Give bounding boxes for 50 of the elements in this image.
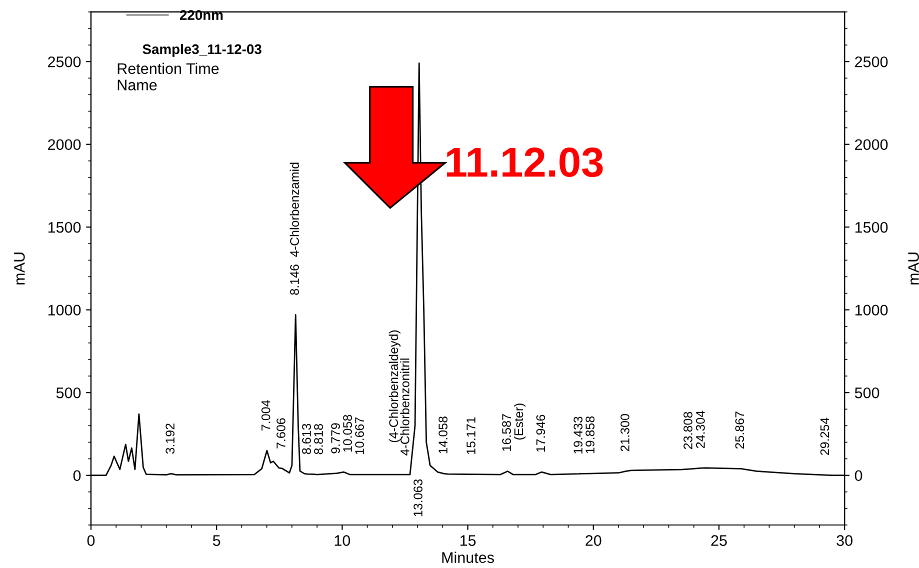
- annotation: 15.171: [466, 417, 476, 454]
- annotation: 29.254: [820, 418, 830, 455]
- annotation: 24.304: [696, 410, 705, 448]
- x-tick-label: 15: [460, 535, 476, 546]
- y2-tick-label: 2000: [855, 139, 888, 150]
- x-tick-label: 25: [711, 535, 727, 546]
- annotation: 19.858: [586, 416, 594, 454]
- y2-tick-label: 1500: [855, 222, 888, 233]
- y-tick-label: 1500: [48, 222, 81, 233]
- annotation: 13.063: [414, 479, 422, 516]
- annotation: (Ester): [514, 404, 526, 440]
- annotation: 11.12.03: [446, 148, 603, 178]
- annotation: 17.946: [536, 414, 546, 452]
- annotation: 4-Chlorbenzonitril: [400, 358, 410, 456]
- annotation: 25.867: [735, 412, 744, 449]
- y-tick-label: 0: [73, 470, 81, 482]
- annotation: 14.058: [438, 416, 448, 454]
- x-tick-label: 20: [586, 535, 602, 546]
- y-tick-label: 2500: [48, 56, 81, 68]
- x-tick-label: 5: [212, 535, 220, 546]
- annotation: Sample3_11-12-03: [142, 44, 262, 57]
- annotation: 10.058: [343, 414, 352, 452]
- annotation: 23.808: [684, 412, 692, 449]
- y2-axis-title: mAU: [908, 252, 919, 284]
- annotation: 8.613: [302, 424, 311, 454]
- y2-tick-label: 0: [854, 470, 862, 482]
- y-tick-label: 1000: [48, 304, 81, 316]
- annotation: 3.192: [166, 424, 175, 454]
- annotation: 21.300: [620, 414, 630, 452]
- annotation: Retention Time: [118, 62, 219, 74]
- annotation: 7.004: [261, 400, 270, 430]
- y-tick-label: 2000: [48, 139, 81, 150]
- y2-tick-label: 2500: [855, 56, 888, 68]
- y2-tick-label: 1000: [855, 304, 888, 316]
- annotation: 10.667: [355, 417, 364, 454]
- annotation: 9.779: [331, 423, 340, 454]
- annotation: 19.433: [574, 416, 582, 454]
- x-tick-label: 0: [87, 535, 95, 546]
- annotation: 8.818: [314, 424, 323, 454]
- annotation: (4-Chlorbenzaldeyd): [388, 330, 400, 442]
- annotation: 8.146 4-Chlorbenzamid: [290, 162, 299, 295]
- y2-tick-label: 500: [854, 387, 880, 398]
- y-axis-title: mAU: [14, 252, 25, 284]
- x-tick-label: 30: [836, 535, 852, 546]
- annotation: Name: [118, 80, 157, 90]
- annotation: 16.587: [502, 414, 511, 451]
- x-axis-title: Minutes: [442, 552, 494, 563]
- x-tick-label: 10: [334, 535, 350, 546]
- annotation: 7.606: [276, 418, 286, 448]
- y-tick-label: 500: [56, 387, 81, 398]
